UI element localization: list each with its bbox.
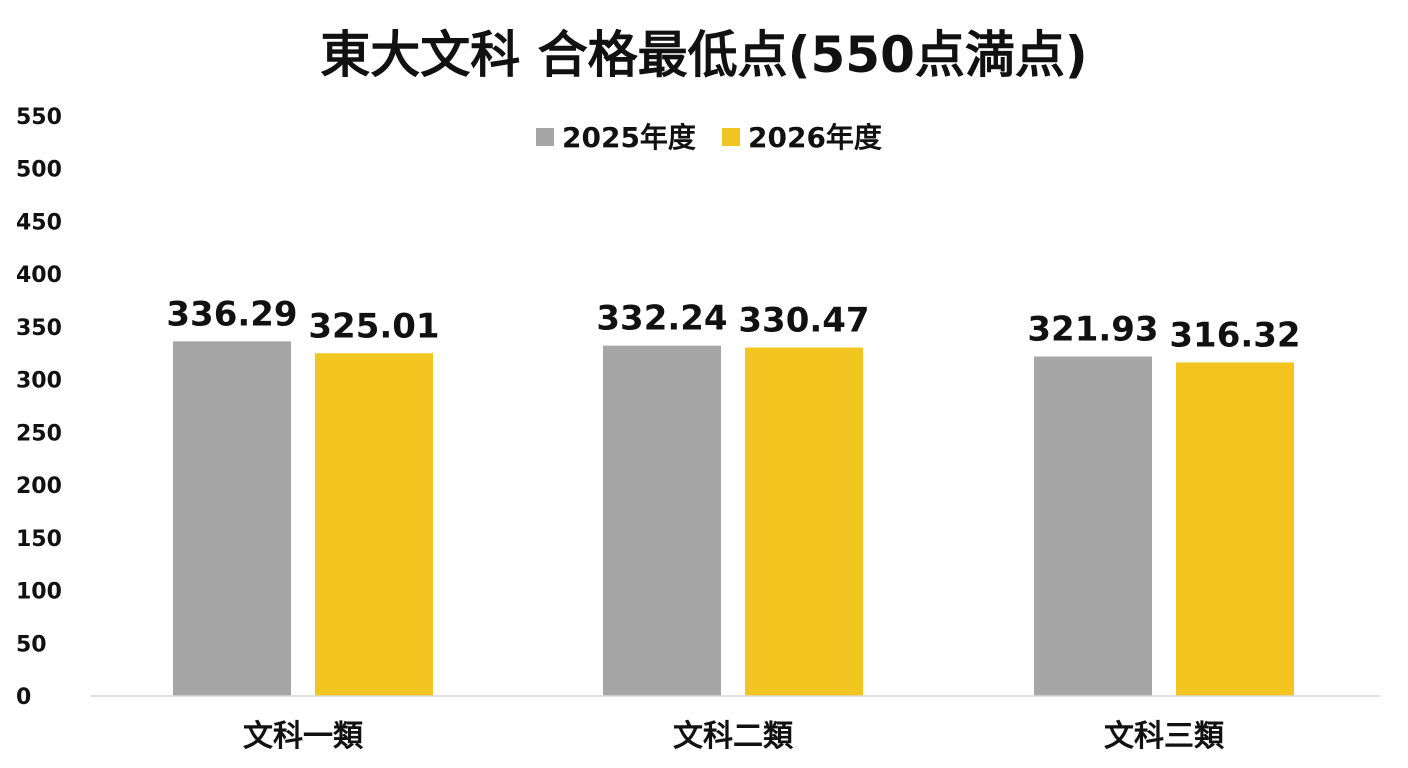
y-tick-label: 0: [16, 685, 31, 710]
legend-label: 2025年度: [562, 121, 696, 154]
x-category-label: 文科二類: [673, 719, 794, 754]
y-tick-label: 450: [16, 210, 62, 235]
y-tick-label: 200: [16, 474, 62, 499]
y-tick-label: 300: [16, 369, 62, 394]
y-tick-label: 250: [16, 421, 62, 446]
legend: 2025年度 2026年度: [536, 121, 882, 154]
bar-value-label: 330.47: [738, 301, 869, 341]
value-labels: 336.29 325.01 332.24 330.47 321.93 316.32: [166, 294, 1300, 355]
legend-item: 2025年度: [536, 121, 696, 154]
legend-swatch: [536, 128, 554, 146]
y-tick-label: 500: [16, 158, 62, 183]
bar: [173, 341, 291, 696]
legend-label: 2026年度: [748, 121, 882, 154]
bars: [173, 341, 1294, 696]
y-tick-label: 100: [16, 580, 62, 605]
bar-value-label: 316.32: [1169, 315, 1300, 355]
bar: [603, 345, 721, 696]
bar-value-label: 332.24: [596, 299, 727, 339]
y-tick-label: 50: [16, 632, 47, 657]
y-tick-label: 400: [16, 263, 62, 288]
bar: [1034, 356, 1152, 696]
chart-title: 東大文科 合格最低点(550点満点): [320, 26, 1087, 84]
bar: [1176, 362, 1294, 696]
bar: [315, 353, 433, 696]
legend-swatch: [722, 128, 740, 146]
x-category-label: 文科三類: [1104, 719, 1225, 754]
y-tick-label: 150: [16, 527, 62, 552]
y-axis-ticks: 0 50 100 150 200 250 300 350 400 450 500 550: [16, 105, 62, 710]
x-axis-categories: 文科一類 文科二類 文科三類: [243, 719, 1225, 754]
bar-value-label: 321.93: [1027, 310, 1158, 350]
legend-item: 2026年度: [722, 121, 882, 154]
y-tick-label: 550: [16, 105, 62, 130]
bar-value-label: 336.29: [166, 294, 297, 334]
bar: [745, 347, 863, 696]
bar-value-label: 325.01: [308, 306, 439, 346]
y-tick-label: 350: [16, 316, 62, 341]
x-category-label: 文科一類: [243, 719, 364, 754]
